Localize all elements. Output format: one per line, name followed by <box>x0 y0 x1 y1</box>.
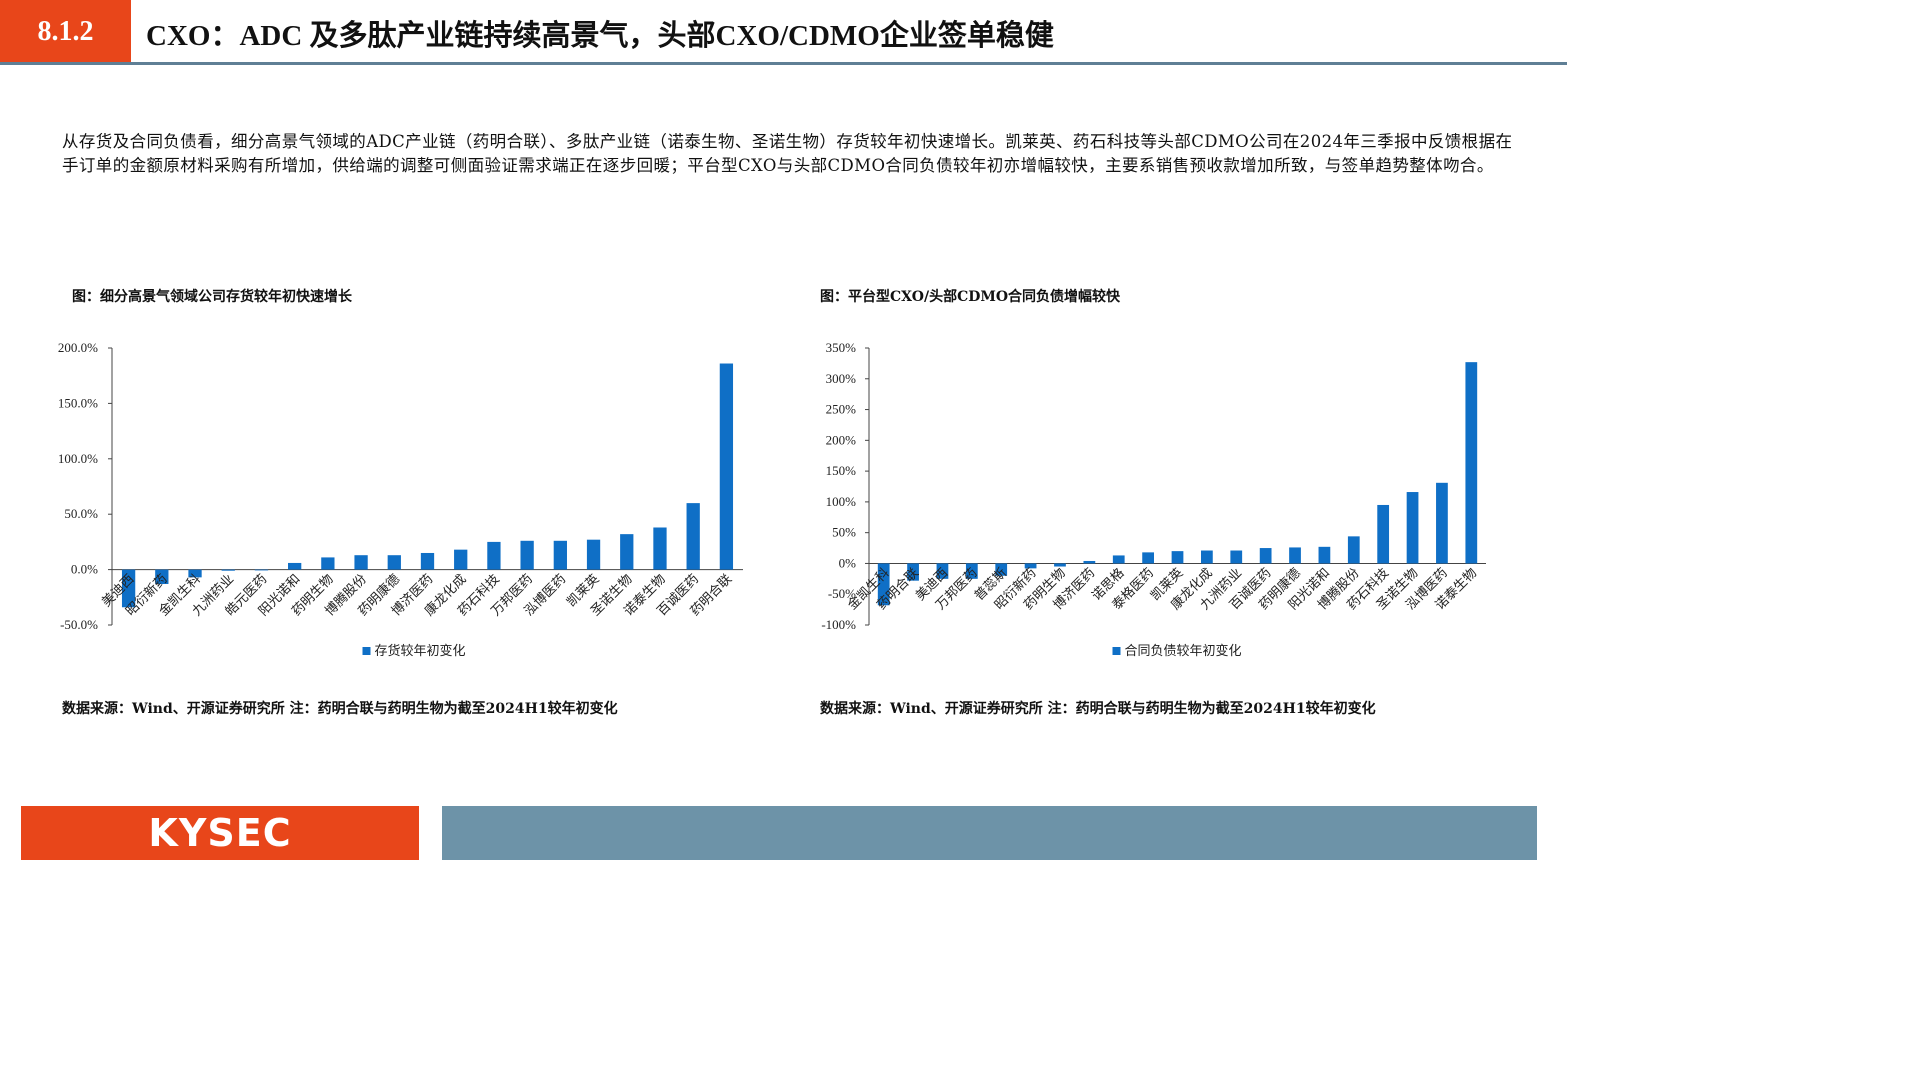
kysec-logo: KYSEC <box>21 806 419 860</box>
header-divider <box>0 62 1567 65</box>
bar-泓博医药 <box>1436 482 1448 564</box>
intro-paragraph: 从存货及合同负债看，细分高景气领域的ADC产业链（药明合联）、多肽产业链（诺泰生… <box>62 132 1513 175</box>
right-figure-caption: 图：平台型CXO/头部CDMO合同负债增幅较快 <box>820 289 1121 305</box>
bar-阳光诺和 <box>1318 546 1331 564</box>
legend-label: 合同负债较年初变化 <box>1125 643 1242 658</box>
bar-九洲药业 <box>1230 550 1243 564</box>
bar-阳光诺和 <box>288 562 302 570</box>
y-tick-label: 300% <box>826 371 857 386</box>
bar-药石科技 <box>487 541 501 570</box>
bar-昭衍新药 <box>1024 563 1037 569</box>
y-tick-label: 150% <box>826 463 857 478</box>
bar-凯莱英 <box>586 539 601 570</box>
bar-金凯生科 <box>188 569 202 578</box>
bar-普蕊斯 <box>995 563 1008 576</box>
bar-金凯生科 <box>877 563 890 606</box>
bar-药明生物 <box>1054 563 1066 567</box>
legend-label: 存货较年初变化 <box>375 643 466 658</box>
y-tick-label: 50.0% <box>64 506 98 521</box>
y-tick-label: 200% <box>826 432 857 447</box>
legend-swatch <box>1112 647 1121 655</box>
y-tick-label: 200.0% <box>58 340 98 355</box>
bar-万邦医药 <box>965 563 978 579</box>
bar-博济医药 <box>420 552 435 570</box>
bar-诺泰生物 <box>653 527 667 570</box>
bar-康龙化成 <box>454 549 468 570</box>
bar-昭衍新药 <box>155 569 169 585</box>
y-tick-label: 100.0% <box>58 451 98 466</box>
left-figure-source: 数据来源：Wind、开源证券研究所 注：药明合联与药明生物为截至2024H1较年… <box>62 701 618 717</box>
bar-康龙化成 <box>1201 550 1213 564</box>
bar-药石科技 <box>1377 504 1390 564</box>
footer-bar <box>442 806 1537 860</box>
right-bar-chart: -100%-50%0%50%100%150%200%250%300%350%金凯… <box>821 340 1486 658</box>
bar-百诚医药 <box>686 503 700 570</box>
bar-药明康德 <box>387 555 401 570</box>
page-title: CXO：ADC 及多肽产业链持续高景气，头部CXO/CDMO企业签单稳健 <box>146 20 1054 52</box>
legend-swatch <box>362 647 371 655</box>
y-tick-label: 50% <box>832 525 856 540</box>
bar-百诚医药 <box>1259 548 1272 564</box>
y-tick-label: 150.0% <box>58 395 98 410</box>
bar-诺思格 <box>1112 555 1125 564</box>
bar-九洲药业 <box>221 569 235 571</box>
bar-博济医药 <box>1083 560 1096 564</box>
bar-泓博医药 <box>553 540 567 570</box>
y-tick-label: -100% <box>821 617 856 632</box>
section-number: 8.1.2 <box>0 0 131 64</box>
y-tick-label: 0% <box>839 555 857 570</box>
bar-药明合联 <box>907 563 919 581</box>
bar-泰格医药 <box>1142 552 1154 564</box>
bar-博腾股份 <box>1347 536 1360 564</box>
y-tick-label: -50.0% <box>60 617 98 632</box>
logo-text: KYSEC <box>148 811 292 855</box>
y-tick-label: 350% <box>826 340 857 355</box>
legend: 合同负债较年初变化 <box>1112 643 1242 658</box>
left-bar-chart: -50.0%0.0%50.0%100.0%150.0%200.0%美迪西昭衍新药… <box>58 340 743 658</box>
bar-药明合联 <box>719 363 734 570</box>
charts-canvas: -50.0%0.0%50.0%100.0%150.0%200.0%美迪西昭衍新药… <box>58 340 1486 658</box>
bar-博腾股份 <box>354 555 368 570</box>
bar-圣诺生物 <box>620 534 634 570</box>
left-figure-caption: 图：细分高景气领域公司存货较年初快速增长 <box>72 289 352 305</box>
right-figure-source: 数据来源：Wind、开源证券研究所 注：药明合联与药明生物为截至2024H1较年… <box>820 701 1376 717</box>
bar-凯莱英 <box>1171 551 1184 564</box>
legend: 存货较年初变化 <box>362 643 466 658</box>
y-tick-label: 250% <box>826 402 857 417</box>
bar-圣诺生物 <box>1406 492 1419 564</box>
bar-万邦医药 <box>520 540 534 570</box>
y-tick-label: 0.0% <box>71 562 98 577</box>
bar-皓元医药 <box>254 569 269 571</box>
bar-美迪西 <box>121 569 136 608</box>
bar-美迪西 <box>936 563 949 579</box>
y-tick-label: -50% <box>828 586 856 601</box>
bar-药明生物 <box>321 557 335 570</box>
bar-药明康德 <box>1289 547 1301 564</box>
bar-诺泰生物 <box>1465 362 1478 564</box>
y-tick-label: 100% <box>826 494 857 509</box>
